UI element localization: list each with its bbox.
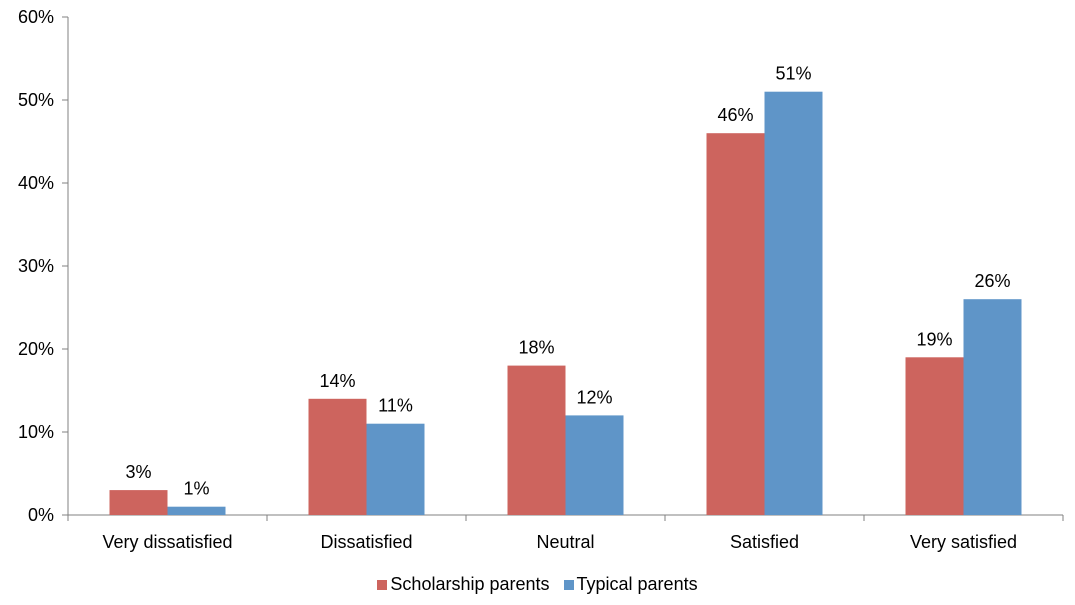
legend-swatch-typical xyxy=(563,579,574,590)
y-axis: 0% 10% 20% 30% 40% 50% 60% xyxy=(18,7,69,525)
legend: Scholarship parents Typical parents xyxy=(0,574,1075,595)
y-tick-label: 50% xyxy=(18,90,54,110)
data-label: 46% xyxy=(717,105,753,125)
data-label: 3% xyxy=(125,462,151,482)
data-label: 26% xyxy=(974,271,1010,291)
x-tick-label: Very dissatisfied xyxy=(102,532,232,552)
bar-typical xyxy=(764,91,823,515)
data-label: 12% xyxy=(576,387,612,407)
data-label: 19% xyxy=(916,329,952,349)
bars xyxy=(109,91,1022,515)
legend-swatch-scholarship xyxy=(377,579,388,590)
data-label: 18% xyxy=(518,338,554,358)
data-label: 11% xyxy=(378,396,413,416)
x-tick-label: Neutral xyxy=(536,532,594,552)
y-tick-label: 20% xyxy=(18,339,54,359)
legend-label-scholarship: Scholarship parents xyxy=(390,574,550,594)
bar-typical xyxy=(963,299,1022,515)
bar-scholarship xyxy=(109,490,168,515)
x-tick-label: Very satisfied xyxy=(910,532,1017,552)
y-tick-label: 10% xyxy=(18,422,54,442)
bar-scholarship xyxy=(905,357,964,515)
bar-scholarship xyxy=(706,133,765,515)
data-label: 1% xyxy=(183,479,209,499)
x-tick-label: Dissatisfied xyxy=(320,532,412,552)
bar-scholarship xyxy=(308,398,367,515)
data-label: 14% xyxy=(319,371,355,391)
bar-typical xyxy=(565,415,624,515)
legend-item-scholarship: Scholarship parents xyxy=(377,574,550,595)
data-labels: 3% 14% 18% 46% 19% 1% 11% 12% 51% 26% xyxy=(125,64,1010,499)
data-label: 51% xyxy=(775,64,811,84)
bar-typical xyxy=(167,506,226,515)
bar-typical xyxy=(366,423,425,515)
y-tick-label: 40% xyxy=(18,173,54,193)
x-axis: Very dissatisfied Dissatisfied Neutral Sati… xyxy=(67,514,1064,552)
legend-item-typical: Typical parents xyxy=(563,574,698,595)
y-tick-label: 0% xyxy=(28,505,54,525)
legend-label-typical: Typical parents xyxy=(576,574,698,594)
y-tick-label: 30% xyxy=(18,256,54,276)
x-tick-label: Satisfied xyxy=(730,532,799,552)
bar-scholarship xyxy=(507,365,566,515)
y-tick-label: 60% xyxy=(18,7,54,27)
